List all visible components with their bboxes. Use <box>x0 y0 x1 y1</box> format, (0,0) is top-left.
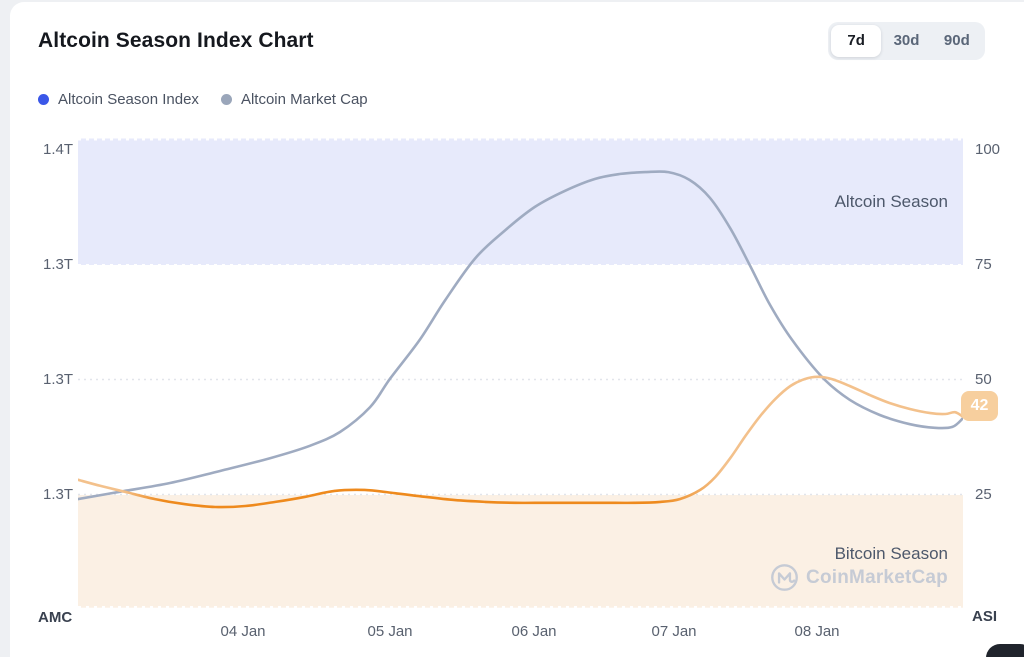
range-button-30d[interactable]: 30d <box>893 32 920 49</box>
right-axis-tick: 75 <box>975 256 992 273</box>
left-axis-tick: 1.4T <box>42 141 73 158</box>
altcoin-market-cap-line <box>78 170 963 501</box>
x-axis-tick: 06 Jan <box>511 623 557 640</box>
right-axis-code: ASI <box>972 608 998 625</box>
legend-item[interactable]: Altcoin Market Cap <box>220 91 368 108</box>
range-button-7d[interactable]: 7d <box>831 25 882 57</box>
x-axis-tick: 05 Jan <box>367 623 413 640</box>
bitcoin-season-band-label: Bitcoin Season <box>834 544 948 563</box>
x-axis-tick: 04 Jan <box>220 623 266 640</box>
right-axis-tick: 50 <box>975 371 992 388</box>
left-axis-tick: 1.3T <box>42 256 73 273</box>
chart-canvas[interactable] <box>78 138 963 608</box>
right-axis-tick: 100 <box>975 141 1001 158</box>
legend-dot-icon <box>38 94 49 105</box>
current-asi-badge: 42 <box>961 391 998 421</box>
legend: Altcoin Season Index Altcoin Market Cap <box>38 91 368 108</box>
x-axis-tick: 08 Jan <box>794 623 840 640</box>
page-title: Altcoin Season Index Chart <box>38 29 314 52</box>
chat-widget-button[interactable] <box>986 644 1024 657</box>
left-axis-code: AMC <box>38 609 73 626</box>
legend-label: Altcoin Market Cap <box>240 91 368 108</box>
coinmarketcap-logo-icon <box>771 564 798 591</box>
legend-label: Altcoin Season Index <box>58 91 199 108</box>
legend-item[interactable]: Altcoin Season Index <box>38 91 199 108</box>
range-switcher: 7d 30d 90d <box>828 22 985 60</box>
left-axis-tick: 1.3T <box>42 486 73 503</box>
range-button-90d[interactable]: 90d <box>943 32 970 49</box>
watermark-brand-text: CoinMarketCap <box>806 566 948 588</box>
watermark-block: Bitcoin Season CoinMarketCap <box>770 544 948 592</box>
coinmarketcap-watermark: CoinMarketCap <box>770 563 948 592</box>
altcoin-season-band <box>78 138 963 265</box>
legend-dot-icon <box>220 94 232 105</box>
left-axis-tick: 1.3T <box>42 371 73 388</box>
altcoin-season-index-line <box>78 375 963 509</box>
altcoin-season-band-label: Altcoin Season <box>834 192 948 211</box>
bitcoin-season-band <box>78 495 963 608</box>
right-axis-tick: 25 <box>975 486 992 503</box>
x-axis-tick: 07 Jan <box>651 623 697 640</box>
